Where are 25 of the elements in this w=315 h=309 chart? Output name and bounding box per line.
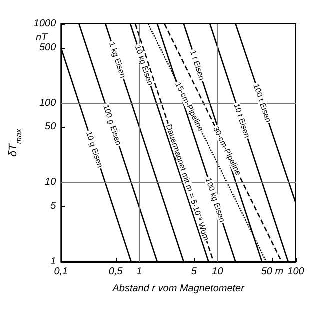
text: nT	[36, 32, 49, 44]
text: 10 g Eisen	[84, 130, 105, 170]
text: 100 kg Eisen	[204, 176, 227, 224]
y-tick-label: 50	[45, 122, 57, 133]
x-axis-title: Abstand r vom Magnetometer	[112, 284, 246, 294]
x-tick-label: 100	[288, 266, 305, 278]
text: 1 kg Eisen	[107, 41, 128, 80]
text: 100 g Eisen	[102, 104, 124, 147]
y-tick-label: 100	[39, 98, 57, 109]
x-tick-label: 0,5	[108, 266, 124, 278]
y-tick-label: 1000	[34, 18, 57, 30]
text: 10 t Eisen	[232, 102, 252, 140]
text: 100 t Eisen	[252, 82, 274, 124]
y-tick-label: 5	[50, 201, 57, 212]
y-axis-title: δTmax	[8, 128, 24, 157]
x-tick-label: 50 m	[261, 266, 284, 278]
y-tick-label: 500	[39, 42, 57, 54]
x-tick-label: 0,1	[54, 266, 68, 278]
x-tick-label: 10	[212, 266, 224, 278]
text: 10 kg Eisen	[133, 44, 155, 87]
y-tick-label: 1	[50, 256, 56, 268]
x-tick-label: 5	[191, 266, 198, 278]
text: 1 t Eisen	[188, 49, 207, 82]
x-tick-label: 1	[136, 266, 142, 278]
y-tick-label: 10	[45, 177, 57, 188]
